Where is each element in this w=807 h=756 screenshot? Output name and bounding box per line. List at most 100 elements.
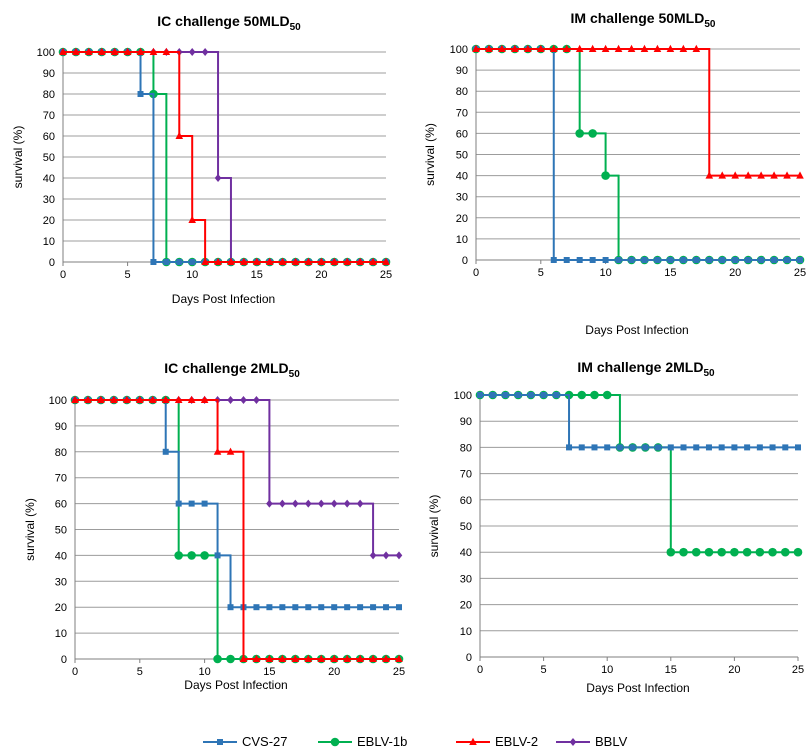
data-point-17 [291, 654, 300, 662]
data-point-13 [640, 44, 649, 52]
data-point-8 [575, 44, 584, 52]
data-point-8 [576, 257, 583, 263]
data-point-0 [472, 44, 480, 52]
data-point-20 [731, 171, 739, 179]
y-tick-label: 0 [466, 652, 472, 664]
y-tick-label: 20 [55, 602, 67, 614]
data-point-3 [97, 47, 106, 55]
y-tick-label: 100 [454, 390, 472, 402]
y-tick-label: 30 [460, 573, 472, 585]
data-point-21 [744, 444, 751, 451]
data-point-6 [553, 392, 560, 398]
x-tick-label: 0 [60, 269, 66, 281]
data-point-1 [489, 392, 496, 398]
data-point-10 [188, 215, 196, 223]
y-tick-label: 10 [456, 234, 468, 246]
data-point-9 [176, 259, 183, 265]
data-point-12 [226, 654, 235, 664]
data-point-12 [227, 604, 234, 611]
data-point-22 [357, 604, 364, 611]
data-point-25 [396, 604, 402, 611]
legend-item-bblv: BBLV [556, 734, 628, 749]
data-point-14 [653, 44, 662, 52]
data-point-3 [515, 392, 522, 398]
data-point-12 [627, 44, 636, 52]
data-point-25 [795, 444, 801, 451]
data-point-22 [757, 171, 765, 179]
data-point-16 [278, 654, 287, 662]
chart-panel-3: IC challenge 2MLD50010203040506070809010… [23, 360, 405, 692]
x-tick-label: 20 [729, 267, 741, 279]
data-point-9 [590, 390, 599, 400]
data-point-7 [566, 444, 573, 451]
legend-item-eblv-2: EBLV-2 [456, 734, 538, 749]
data-point-6 [550, 257, 557, 263]
data-point-25 [395, 551, 403, 560]
data-point-6 [137, 91, 144, 97]
data-point-11 [614, 44, 623, 52]
x-tick-label: 10 [601, 664, 613, 676]
data-point-7 [161, 395, 170, 403]
y-tick-label: 80 [55, 447, 67, 459]
data-point-5 [540, 392, 547, 398]
data-point-2 [498, 44, 506, 52]
data-point-12 [227, 396, 234, 404]
y-axis-label: survival (%) [11, 126, 25, 189]
data-point-12 [214, 174, 222, 182]
y-tick-label: 0 [61, 654, 67, 666]
data-point-8 [577, 390, 587, 400]
y-axis-label: survival (%) [427, 495, 441, 558]
y-tick-label: 90 [456, 65, 468, 77]
data-point-9 [187, 395, 196, 403]
data-point-20 [317, 257, 326, 265]
data-point-13 [641, 257, 648, 263]
data-point-15 [667, 257, 674, 263]
data-point-7 [150, 259, 157, 265]
data-point-23 [356, 257, 364, 265]
x-tick-label: 10 [599, 267, 611, 279]
data-point-6 [549, 44, 558, 52]
x-axis-label: Days Post Infection [586, 681, 689, 695]
y-tick-label: 100 [37, 47, 55, 59]
data-point-16 [680, 444, 687, 451]
data-point-15 [667, 444, 674, 451]
data-point-24 [780, 547, 790, 557]
data-point-9 [588, 44, 597, 52]
data-point-10 [601, 44, 610, 52]
data-point-11 [615, 257, 622, 263]
data-point-10 [200, 395, 209, 403]
legend-label: EBLV-1b [357, 734, 407, 749]
y-tick-label: 40 [456, 171, 468, 183]
y-tick-label: 80 [43, 89, 55, 101]
data-point-7 [149, 47, 158, 55]
x-tick-label: 25 [393, 666, 405, 678]
y-tick-label: 40 [460, 547, 472, 559]
y-axis-label: survival (%) [423, 123, 437, 186]
chart-title: IM challenge 2MLD50 [577, 359, 715, 379]
data-point-23 [369, 551, 377, 560]
x-tick-label: 15 [263, 666, 275, 678]
data-point-8 [175, 500, 182, 507]
x-tick-label: 0 [72, 666, 78, 678]
data-point-14 [655, 444, 662, 451]
data-point-20 [330, 654, 338, 662]
data-point-15 [666, 44, 675, 52]
y-tick-label: 30 [43, 194, 55, 206]
data-point-9 [591, 444, 598, 451]
y-tick-label: 10 [460, 626, 472, 638]
x-tick-label: 25 [792, 664, 804, 676]
data-point-11 [213, 447, 222, 455]
data-point-16 [679, 547, 688, 557]
x-tick-label: 5 [137, 666, 143, 678]
data-point-24 [782, 444, 789, 451]
data-point-5 [537, 44, 545, 52]
data-point-0 [71, 395, 79, 403]
legend-label: EBLV-2 [495, 734, 538, 749]
data-point-5 [136, 395, 144, 403]
data-point-15 [253, 257, 261, 265]
y-tick-label: 20 [43, 215, 55, 227]
data-point-10 [604, 444, 611, 451]
data-point-17 [292, 499, 299, 508]
data-point-9 [589, 257, 596, 263]
y-tick-label: 70 [456, 107, 468, 119]
